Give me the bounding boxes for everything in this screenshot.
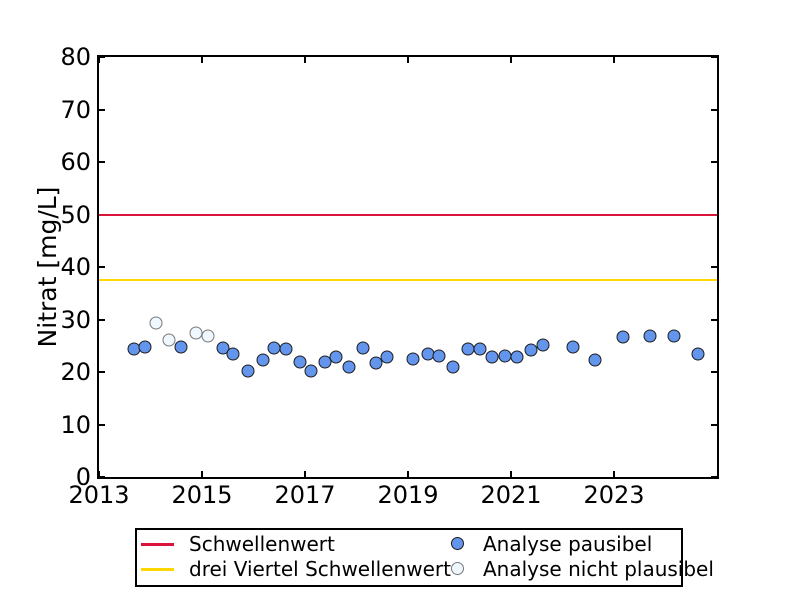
x-tick-label: 2021 xyxy=(480,481,542,509)
y-tick-label: 60 xyxy=(60,148,91,176)
data-point-filled xyxy=(342,360,356,374)
threshold-line xyxy=(99,213,717,216)
three-quarter-threshold-line-swatch xyxy=(141,568,174,571)
x-tick xyxy=(304,471,306,477)
data-point-open xyxy=(201,329,215,343)
x-tick xyxy=(510,471,512,477)
legend-label-schwellenwert: Schwellenwert xyxy=(189,532,335,556)
y-tick-label: 50 xyxy=(60,200,91,229)
data-point-filled xyxy=(256,353,270,367)
data-point-filled xyxy=(369,356,383,370)
x-tick-label: 2013 xyxy=(68,481,130,509)
threshold-line xyxy=(99,279,717,282)
data-point-filled xyxy=(498,349,512,363)
data-point-filled xyxy=(588,353,602,367)
data-point-filled xyxy=(616,330,630,344)
y-tick-label: 80 xyxy=(60,43,91,71)
x-tick-label: 2015 xyxy=(171,481,233,509)
y-tick xyxy=(99,371,105,373)
legend-row: drei Viertel Schwellenwert Analyse nicht… xyxy=(137,557,714,582)
y-tick xyxy=(711,423,717,426)
x-tick-label: 2023 xyxy=(583,481,645,509)
x-tick xyxy=(613,57,615,63)
data-point-open xyxy=(162,333,176,347)
y-tick xyxy=(99,161,105,163)
y-tick-label: 30 xyxy=(60,305,91,334)
legend-row: Schwellenwert Analyse pausibel xyxy=(137,532,681,557)
x-tick xyxy=(201,57,203,63)
y-tick xyxy=(711,476,717,478)
x-tick-label: 2017 xyxy=(274,481,336,509)
x-tick xyxy=(304,57,306,63)
y-tick-label: 40 xyxy=(60,253,91,281)
y-tick xyxy=(711,318,717,321)
legend-label-analyse-nicht-plausibel: Analyse nicht plausibel xyxy=(483,557,714,581)
data-point-filled xyxy=(667,329,681,343)
data-point-filled xyxy=(446,360,460,374)
plot-area xyxy=(97,55,719,479)
legend-label-analyse-pausibel: Analyse pausibel xyxy=(483,532,653,556)
data-point-filled xyxy=(279,342,293,356)
y-tick xyxy=(99,476,105,478)
data-point-filled xyxy=(566,340,580,354)
data-point-filled xyxy=(461,342,475,356)
x-tick xyxy=(510,57,512,63)
data-point-filled xyxy=(356,341,370,355)
data-point-filled xyxy=(536,338,550,352)
data-point-filled xyxy=(432,349,446,363)
data-point-filled xyxy=(691,347,705,361)
data-point-filled xyxy=(380,350,394,364)
x-tick xyxy=(201,471,203,477)
data-point-filled xyxy=(241,364,255,378)
y-tick-label: 70 xyxy=(60,95,91,124)
x-tick xyxy=(407,471,409,477)
x-tick xyxy=(407,57,409,63)
y-tick xyxy=(711,371,717,373)
data-point-open xyxy=(189,326,203,340)
threshold-line-swatch xyxy=(141,543,174,546)
x-tick xyxy=(613,471,615,477)
data-point-filled xyxy=(524,343,538,357)
y-tick xyxy=(99,266,105,268)
x-tick xyxy=(98,57,100,63)
data-point-filled xyxy=(226,347,240,361)
data-point-filled xyxy=(138,340,152,354)
y-tick-label: 0 xyxy=(75,463,91,491)
legend: Schwellenwert Analyse pausibel drei Vier… xyxy=(135,528,714,587)
legend-label-drei-viertel: drei Viertel Schwellenwert xyxy=(189,557,451,581)
y-tick xyxy=(711,161,717,163)
y-tick-label: 20 xyxy=(60,358,91,386)
data-point-filled xyxy=(293,355,307,368)
y-tick-label: 10 xyxy=(60,410,91,439)
data-point-filled xyxy=(473,342,487,356)
data-point-filled xyxy=(174,340,188,354)
data-point-filled xyxy=(304,364,318,378)
data-point-filled xyxy=(643,329,657,343)
filled-circle-icon xyxy=(451,537,464,550)
data-point-filled xyxy=(485,350,499,364)
y-tick xyxy=(711,56,717,58)
open-circle-icon xyxy=(451,562,464,575)
data-point-open xyxy=(149,316,163,330)
x-tick-label: 2019 xyxy=(377,481,439,509)
y-tick xyxy=(99,318,105,321)
data-point-filled xyxy=(510,350,524,364)
x-tick xyxy=(98,471,100,477)
y-tick xyxy=(99,423,105,426)
data-point-filled xyxy=(406,352,420,366)
y-tick xyxy=(711,266,717,268)
y-tick xyxy=(99,108,105,111)
data-point-filled xyxy=(329,350,343,364)
y-tick xyxy=(711,108,717,111)
y-tick xyxy=(99,56,105,58)
